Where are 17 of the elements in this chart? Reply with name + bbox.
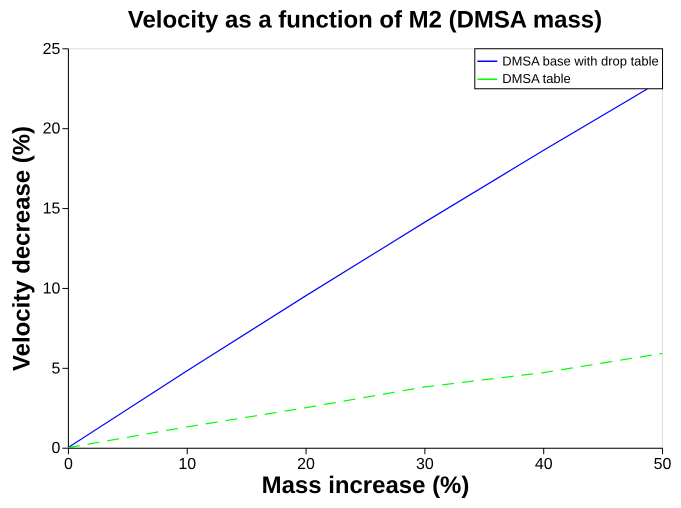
y-tick-label: 20 (42, 120, 61, 138)
y-tick-label: 25 (42, 40, 61, 58)
legend-label: DMSA base with drop table (502, 53, 659, 68)
x-tick-label: 0 (64, 456, 73, 474)
x-tick-label: 30 (416, 456, 434, 474)
y-tick-label: 5 (52, 360, 61, 378)
x-tick-label: 40 (534, 456, 553, 474)
y-axis-title: Velocity decrease (%) (8, 126, 36, 371)
x-tick-label: 10 (178, 456, 196, 474)
chart-title: Velocity as a function of M2 (DMSA mass) (128, 6, 602, 34)
legend-label: DMSA table (502, 71, 571, 86)
y-tick-label: 10 (42, 280, 61, 298)
y-tick-label: 15 (42, 200, 61, 218)
x-tick-label: 50 (654, 456, 672, 474)
x-tick-label: 20 (297, 456, 316, 474)
y-tick-label: 0 (52, 440, 61, 458)
x-axis-title: Mass increase (%) (262, 472, 470, 500)
